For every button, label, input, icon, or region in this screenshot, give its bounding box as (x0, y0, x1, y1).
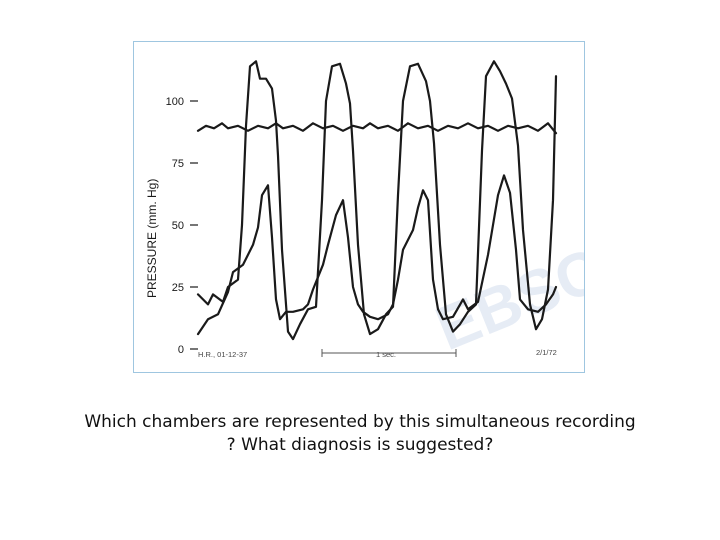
traces (196, 60, 558, 341)
y-tick-label: 50 (172, 220, 184, 232)
pressure-trace-2 (196, 174, 558, 336)
watermark: EBSCOhost (427, 168, 584, 364)
registered-mark: ® (582, 224, 584, 240)
y-tick-label: 100 (166, 96, 184, 108)
y-tick-label: 0 (178, 344, 184, 356)
time-scale-bar: 1 sec. (321, 349, 457, 359)
y-ticks: 100 75 50 25 0 (166, 96, 198, 356)
date-annotation: 2/1/72 (536, 348, 557, 357)
time-scale-label: 1 sec. (376, 350, 396, 359)
pressure-trace-3 (196, 60, 558, 341)
question-caption: Which chambers are represented by this s… (60, 411, 660, 457)
patient-id-annotation: H.R., 01-12-37 (198, 350, 247, 359)
y-tick-label: 25 (172, 282, 184, 294)
y-axis-label: PRESSURE (mm. Hg) (145, 179, 159, 298)
pressure-trace-1 (196, 122, 558, 135)
chart-canvas: EBSCOhost ® 100 75 50 25 0 PRESSURE (mm. Hg)… (145, 60, 584, 364)
y-tick-label: 75 (172, 158, 184, 170)
caption-line-2: ? What diagnosis is suggested? (226, 435, 494, 455)
caption-line-1: Which chambers are represented by this s… (84, 412, 636, 432)
pressure-chart: EBSCOhost ® 100 75 50 25 0 PRESSURE (mm. Hg)… (133, 41, 585, 373)
